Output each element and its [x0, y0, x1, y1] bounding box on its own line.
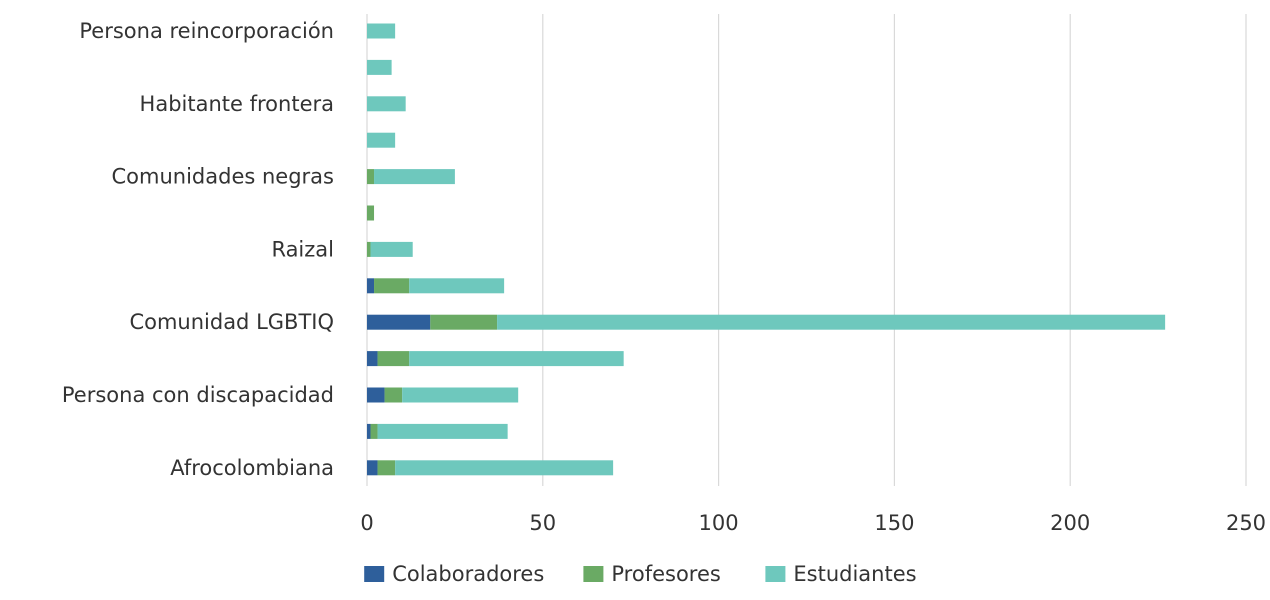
bar-estudiantes-row-4	[497, 314, 1166, 330]
bar-profesores-row-0	[377, 460, 396, 476]
bar-estudiantes-row-3	[409, 351, 624, 367]
x-axis-labels: 0 50 100 150 200 250	[360, 511, 1266, 535]
bar-estudiantes-row-5	[409, 278, 505, 294]
bar-profesores-row-7	[367, 205, 375, 221]
bar-estudiantes-row-9	[367, 132, 396, 148]
y-tick-label: Persona reincorporación	[79, 19, 334, 43]
legend-label-profesores: Profesores	[611, 562, 720, 586]
bar-estudiantes-row-2	[402, 387, 519, 403]
bar-estudiantes-row-10	[367, 96, 406, 112]
bar-estudiantes-row-6	[370, 241, 413, 257]
bar-estudiantes-row-1	[377, 423, 508, 439]
legend-label-estudiantes: Estudiantes	[793, 562, 916, 586]
y-tick-label: Afrocolombiana	[170, 456, 334, 480]
bar-profesores-row-5	[374, 278, 410, 294]
bar-colaboradores-row-2	[367, 387, 385, 403]
y-tick-label: Habitante frontera	[140, 92, 334, 116]
bar-colaboradores-row-5	[367, 278, 375, 294]
y-tick-label: Comunidades negras	[112, 165, 335, 189]
legend-label-colaboradores: Colaboradores	[392, 562, 544, 586]
bar-colaboradores-row-4	[367, 314, 431, 330]
y-tick-label: Comunidad LGBTIQ	[129, 310, 334, 334]
y-tick-label: Persona con discapacidad	[62, 383, 334, 407]
gridlines	[366, 14, 1247, 486]
bars	[367, 23, 1166, 476]
bar-profesores-row-3	[377, 351, 410, 367]
bar-colaboradores-row-3	[367, 351, 378, 367]
bar-colaboradores-row-1	[367, 423, 371, 439]
bar-profesores-row-4	[430, 314, 498, 330]
bar-estudiantes-row-0	[395, 460, 614, 476]
bar-profesores-row-1	[370, 423, 378, 439]
y-tick-label: Raizal	[271, 237, 334, 261]
x-tick-label: 150	[874, 511, 914, 535]
legend-swatch-profesores	[583, 566, 604, 582]
bar-estudiantes-row-11	[367, 59, 392, 75]
y-axis-labels: Afrocolombiana Persona con discapacidad Co…	[62, 19, 334, 480]
x-tick-label: 250	[1226, 511, 1266, 535]
bar-profesores-row-8	[367, 169, 375, 185]
bar-profesores-row-6	[367, 241, 371, 257]
legend: Colaboradores Profesores Estudiantes	[364, 562, 917, 586]
bar-estudiantes-row-8	[374, 169, 455, 185]
bar-profesores-row-2	[384, 387, 403, 403]
x-tick-label: 50	[529, 511, 556, 535]
legend-swatch-estudiantes	[765, 566, 786, 582]
x-tick-label: 100	[699, 511, 739, 535]
bar-estudiantes-row-12	[367, 23, 396, 39]
bar-colaboradores-row-0	[367, 460, 378, 476]
x-tick-label: 0	[360, 511, 373, 535]
legend-swatch-colaboradores	[364, 566, 385, 582]
x-tick-label: 200	[1050, 511, 1090, 535]
